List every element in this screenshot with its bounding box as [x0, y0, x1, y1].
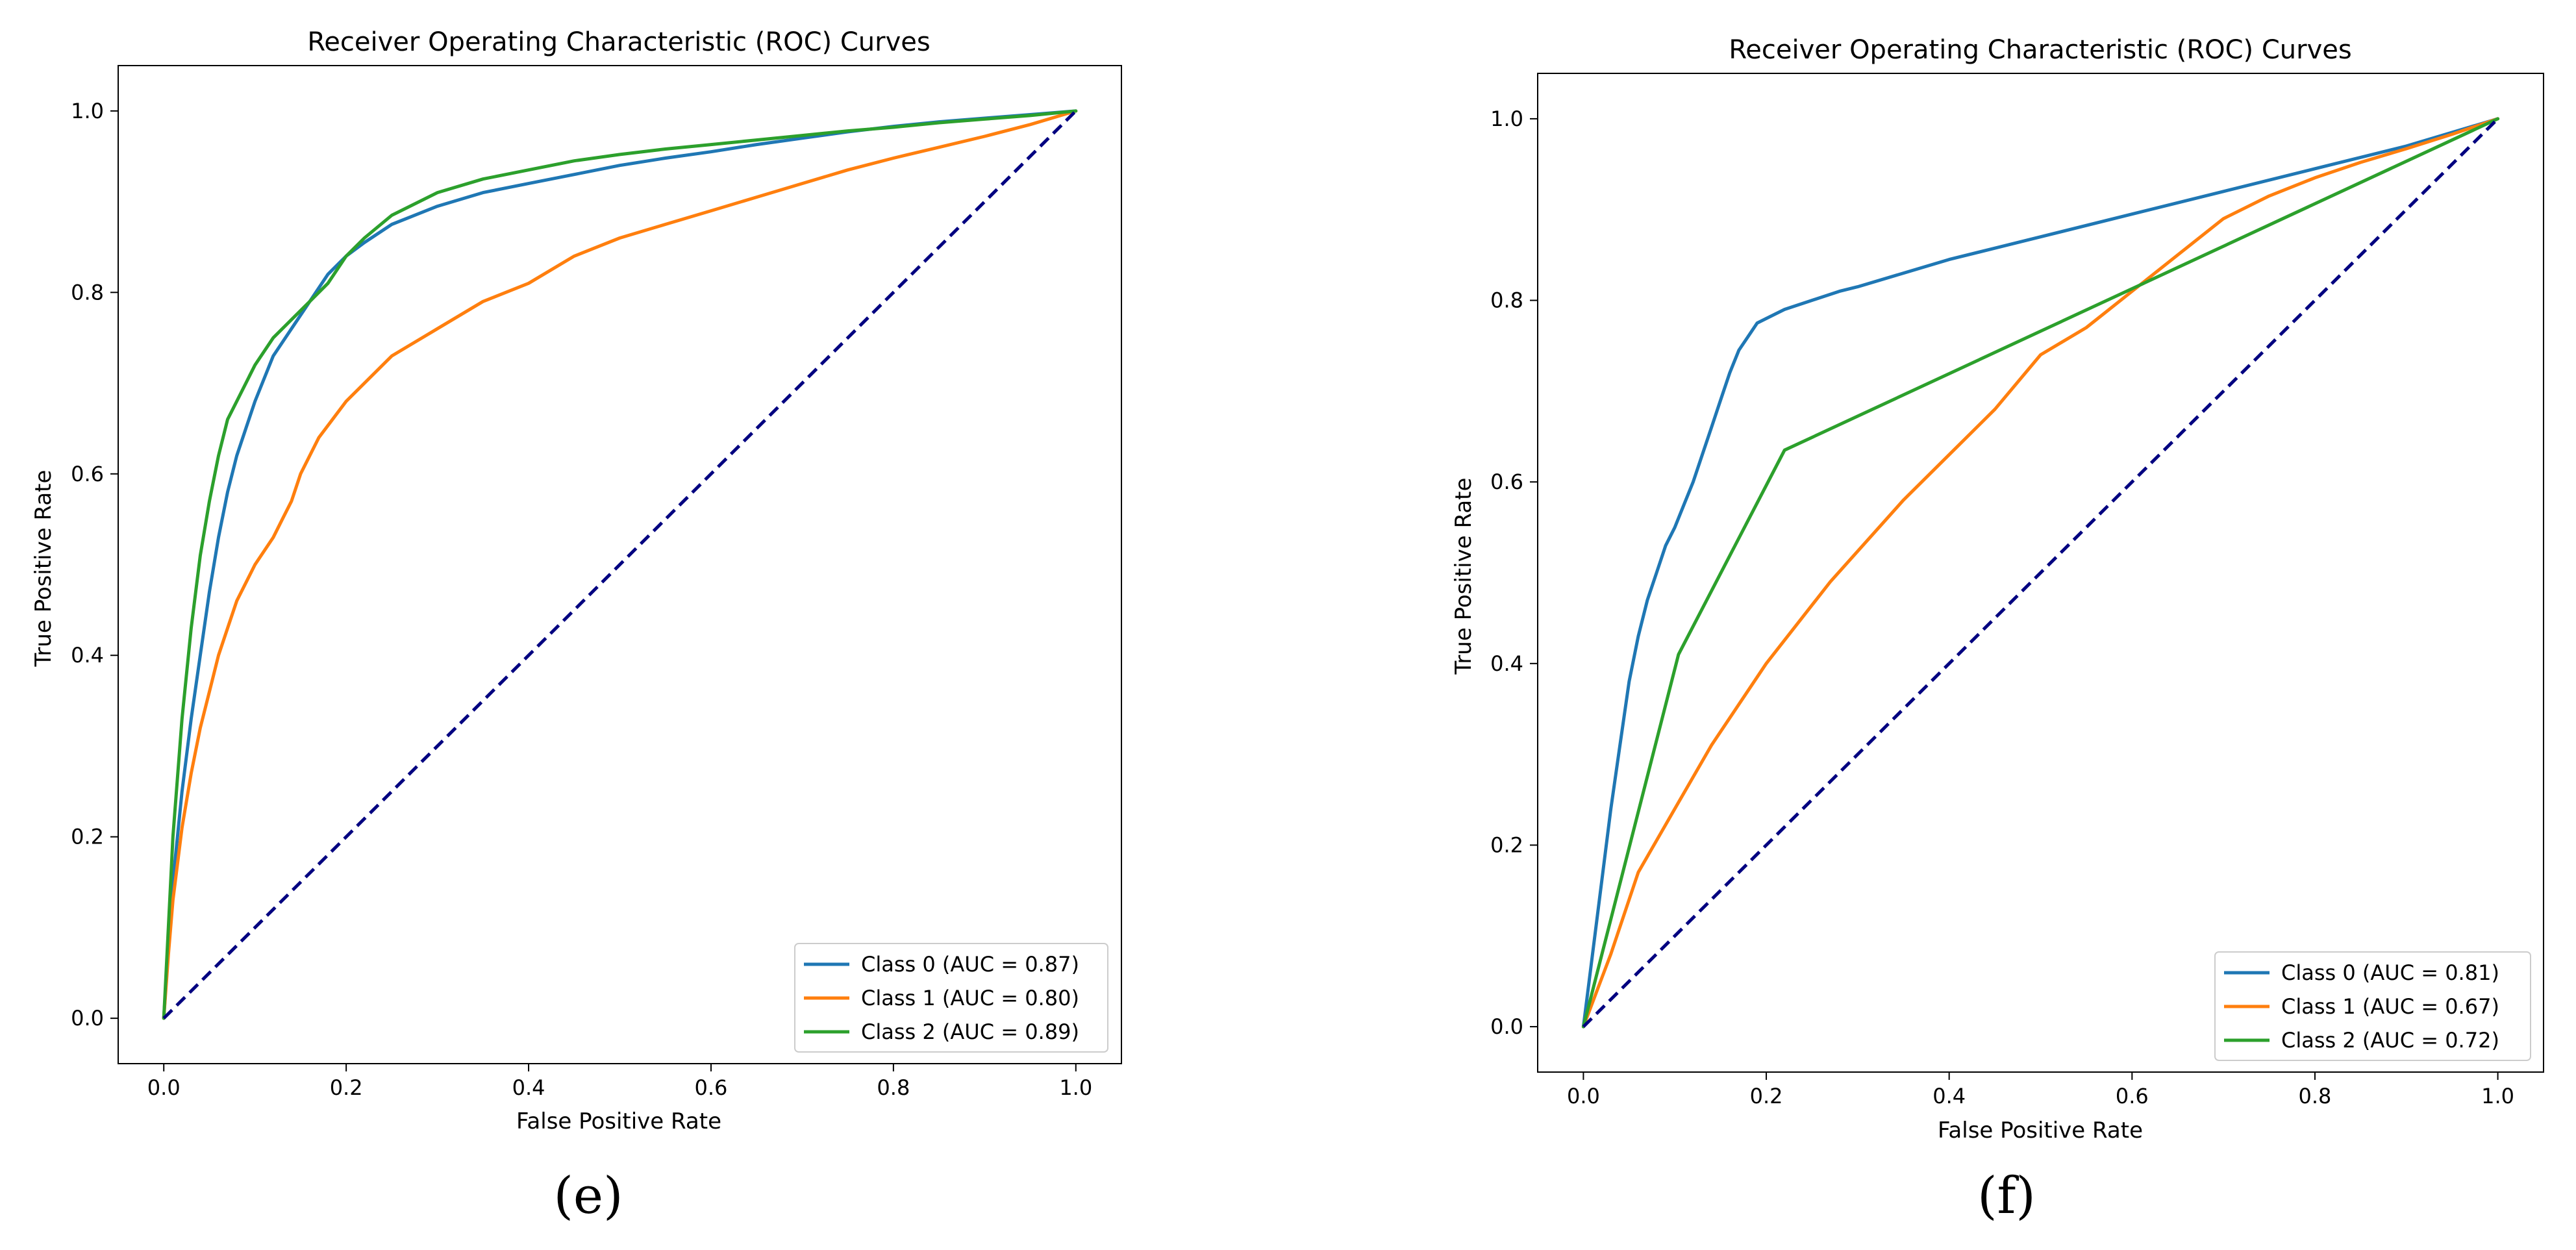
roc-line-class-1 — [162, 109, 1078, 1020]
legend-box — [2214, 951, 2531, 1061]
roc-panel-e: Receiver Operating Characteristic (ROC) … — [31, 27, 1122, 1225]
x-tick-label: 0.0 — [147, 1075, 181, 1100]
x-tick-label: 0.6 — [2116, 1084, 2149, 1108]
legend-entry: Class 2 (AUC = 0.72) — [2281, 1028, 2499, 1053]
y-tick-label: 0.2 — [1490, 832, 1523, 857]
x-tick-label: 0.0 — [1567, 1084, 1600, 1108]
y-tick-label: 0.4 — [71, 643, 104, 668]
x-tick-label: 0.6 — [695, 1075, 728, 1100]
x-tick-label: 0.4 — [512, 1075, 545, 1100]
legend-entry: Class 1 (AUC = 0.80) — [861, 986, 1079, 1010]
x-tick-label: 0.8 — [877, 1075, 910, 1100]
legend-entry: Class 0 (AUC = 0.87) — [861, 952, 1079, 977]
legend-entry: Class 1 (AUC = 0.67) — [2281, 994, 2499, 1019]
y-tick-label: 0.6 — [1490, 469, 1523, 494]
y-tick-label: 0.0 — [71, 1006, 104, 1031]
x-tick-label: 1.0 — [1059, 1075, 1092, 1100]
roc-line-class-1 — [1581, 117, 2500, 1029]
legend-entry: Class 2 (AUC = 0.89) — [861, 1019, 1079, 1044]
legend-entry: Class 0 (AUC = 0.81) — [2281, 960, 2499, 985]
legend: Class 0 (AUC = 0.81) Class 1 (AUC = 0.67)… — [2214, 951, 2531, 1061]
y-tick-label: 1.0 — [1490, 106, 1523, 131]
y-tick-label: 0.2 — [71, 825, 104, 849]
x-tick-label: 0.2 — [330, 1075, 363, 1100]
panel-label: (f) — [1977, 1167, 2036, 1225]
roc-panel-f: Receiver Operating Characteristic (ROC) … — [1451, 35, 2544, 1225]
chart-title: Receiver Operating Characteristic (ROC) … — [1729, 35, 2351, 65]
random-baseline — [162, 110, 1077, 1019]
x-axis-label: False Positive Rate — [516, 1108, 721, 1134]
y-axis-label: True Positive Rate — [1451, 478, 1477, 675]
roc-line-class-0 — [1581, 117, 2500, 1029]
panel-label: (e) — [553, 1167, 623, 1225]
x-tick-label: 0.8 — [2299, 1084, 2332, 1108]
random-baseline — [1582, 118, 2499, 1028]
roc-line-class-2 — [1581, 117, 2500, 1029]
legend-box — [794, 943, 1108, 1053]
y-tick-label: 0.6 — [71, 462, 104, 486]
y-tick-label: 1.0 — [71, 99, 104, 123]
x-axis-label: False Positive Rate — [1938, 1118, 2143, 1144]
legend: Class 0 (AUC = 0.87) Class 1 (AUC = 0.80)… — [794, 943, 1108, 1053]
roc-line-class-2 — [162, 109, 1078, 1020]
chart-title: Receiver Operating Characteristic (ROC) … — [307, 27, 930, 57]
y-axis-label: True Positive Rate — [31, 470, 56, 668]
x-tick-label: 1.0 — [2481, 1084, 2514, 1108]
x-tick-label: 0.4 — [1932, 1084, 1966, 1108]
y-tick-label: 0.0 — [1490, 1014, 1523, 1039]
x-tick-label: 0.2 — [1750, 1084, 1783, 1108]
y-tick-label: 0.4 — [1490, 651, 1523, 676]
y-tick-label: 0.8 — [1490, 288, 1523, 313]
plot-frame — [118, 65, 1122, 1064]
plot-frame — [1537, 73, 2544, 1073]
y-tick-label: 0.8 — [71, 280, 104, 305]
